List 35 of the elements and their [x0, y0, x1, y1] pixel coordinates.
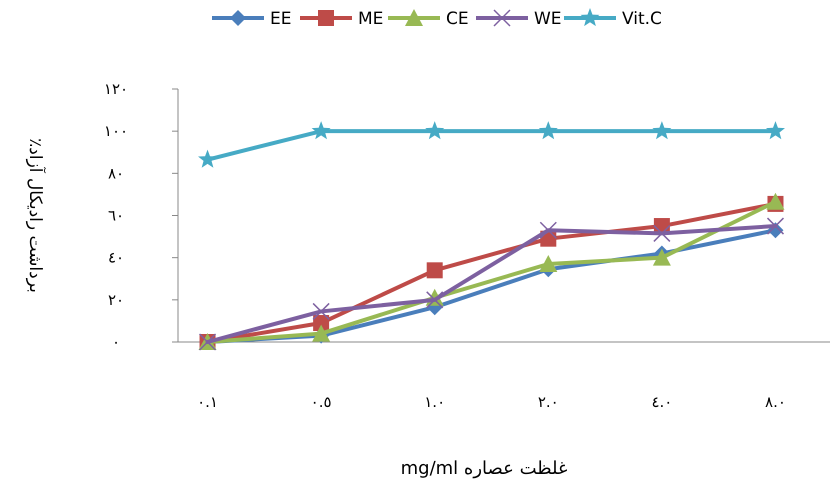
legend-label: ME [358, 9, 384, 29]
legend-label: Vit.C [622, 9, 662, 29]
legend-label: WE [534, 9, 562, 29]
point [653, 224, 671, 242]
point [766, 121, 785, 140]
point [312, 302, 330, 320]
y-tick-label: ٤٠ [108, 248, 124, 267]
x-tick-label: ٠.١ [197, 393, 218, 411]
point [538, 121, 558, 140]
x-axis-title: غلظت عصاره mg/ml [400, 458, 568, 479]
legend-label: EE [270, 9, 292, 29]
point [652, 248, 671, 266]
point [312, 324, 330, 342]
x-tick-label: ٨.٠ [765, 393, 786, 411]
y-tick-label: ٨٠ [108, 164, 124, 182]
point [766, 192, 784, 210]
y-tick-label: ١٢٠ [104, 80, 128, 98]
y-tick-label: ٢٠ [108, 290, 124, 309]
point [426, 291, 444, 309]
y-axis-title: برداشت رادیکال آزاد٪ [25, 138, 46, 293]
y-tick-label: ٠ [112, 333, 120, 351]
x-tick-label: ٠.٥ [310, 393, 332, 411]
point [312, 121, 331, 140]
point [766, 217, 784, 235]
x-tick-label: ٤.٠ [651, 393, 672, 411]
point [539, 254, 558, 272]
y-tick-label: ٦٠ [108, 206, 124, 224]
x-tick-label: ١.٠ [424, 393, 446, 411]
x-tick-label: ٢.٠ [538, 393, 559, 411]
point [425, 121, 444, 140]
y-tick-label: ١٠٠ [104, 122, 128, 140]
point [652, 121, 672, 140]
point [540, 222, 558, 240]
point [426, 262, 443, 278]
legend-label: CE [446, 9, 469, 29]
